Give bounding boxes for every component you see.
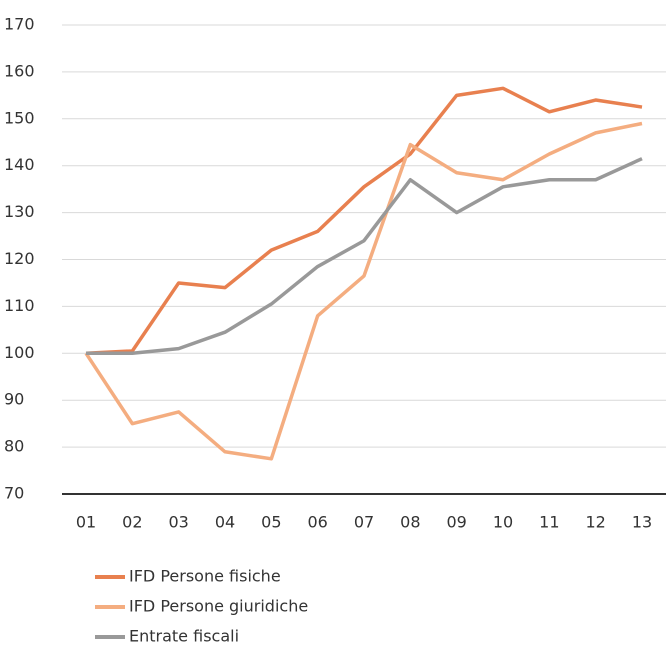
x-tick-label: 10 [493, 513, 513, 532]
x-tick-label: 05 [261, 513, 281, 532]
x-tick-label: 06 [307, 513, 327, 532]
y-tick-label: 80 [4, 437, 24, 456]
x-tick-label: 12 [585, 513, 605, 532]
y-tick-label: 120 [4, 249, 35, 268]
legend-label: Entrate fiscali [129, 627, 239, 643]
x-tick-label: 04 [215, 513, 235, 532]
y-tick-label: 110 [4, 296, 35, 315]
x-tick-label: 02 [122, 513, 142, 532]
legend-label: IFD Persone fisiche [129, 567, 281, 586]
x-tick-label: 08 [400, 513, 420, 532]
legend-label: IFD Persone giuridiche [129, 597, 308, 616]
y-tick-label: 150 [4, 108, 35, 127]
y-tick-label: 160 [4, 61, 35, 80]
y-tick-label: 100 [4, 343, 35, 362]
x-tick-label: 07 [354, 513, 374, 532]
x-tick-label: 11 [539, 513, 559, 532]
x-tick-label: 03 [168, 513, 188, 532]
x-tick-label: 13 [632, 513, 652, 532]
y-tick-label: 130 [4, 202, 35, 221]
y-tick-label: 170 [4, 15, 35, 34]
series-line [84, 121, 643, 461]
series-line [85, 86, 643, 356]
series-line [86, 157, 643, 356]
x-tick-label: 01 [76, 513, 96, 532]
x-tick-label: 09 [446, 513, 466, 532]
y-tick-label: 90 [4, 390, 24, 409]
y-tick-label: 140 [4, 155, 35, 174]
y-tick-label: 70 [4, 484, 24, 503]
